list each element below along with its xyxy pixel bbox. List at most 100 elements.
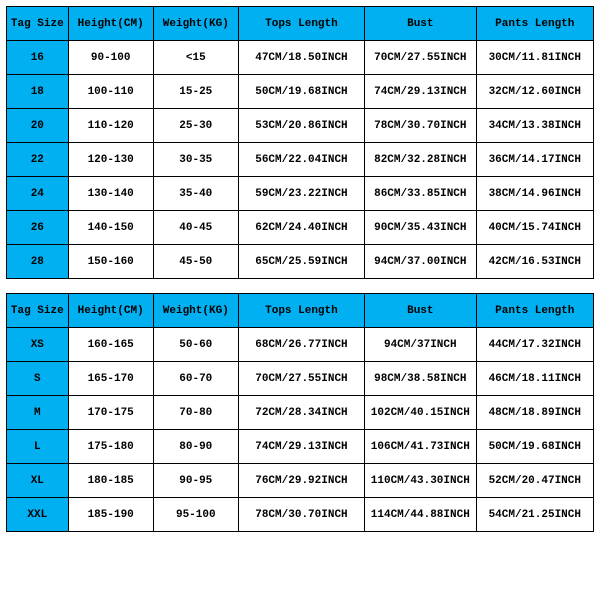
header-row: Tag Size Height(CM) Weight(KG) Tops Leng… [7,294,594,328]
table-cell: 56CM/22.04INCH [238,143,364,177]
table-cell: 40CM/15.74INCH [476,211,593,245]
table-cell: 59CM/23.22INCH [238,177,364,211]
table-cell: 74CM/29.13INCH [365,75,477,109]
size-chart-kids-body: 1690-100<1547CM/18.50INCH70CM/27.55INCH 3… [7,41,594,279]
table-cell: 74CM/29.13INCH [238,430,364,464]
table-cell: 94CM/37INCH [365,328,477,362]
table-cell: 48CM/18.89INCH [476,396,593,430]
col-header-tag-size: Tag Size [7,294,69,328]
header-row: Tag Size Height(CM) Weight(KG) Tops Leng… [7,7,594,41]
table-row: L175-18080-9074CM/29.13INCH106CM/41.73IN… [7,430,594,464]
table-cell: 140-150 [68,211,153,245]
tag-size-cell: 18 [7,75,69,109]
col-header-tops-length: Tops Length [238,294,364,328]
table-cell: 160-165 [68,328,153,362]
table-row: S165-17060-7070CM/27.55INCH98CM/38.58INC… [7,362,594,396]
table-cell: 90CM/35.43INCH [365,211,477,245]
table-cell: 165-170 [68,362,153,396]
table-cell: 36CM/14.17INCH [476,143,593,177]
table-cell: 30-35 [153,143,238,177]
table-cell: 70CM/27.55INCH [238,362,364,396]
tag-size-cell: M [7,396,69,430]
table-cell: 52CM/20.47INCH [476,464,593,498]
table-cell: 110CM/43.30INCH [365,464,477,498]
table-cell: 94CM/37.00INCH [365,245,477,279]
table-cell: 25-30 [153,109,238,143]
tag-size-cell: XS [7,328,69,362]
col-header-pants-length: Pants Length [476,7,593,41]
table-cell: 150-160 [68,245,153,279]
table-cell: <15 [153,41,238,75]
size-chart-kids: Tag Size Height(CM) Weight(KG) Tops Leng… [6,6,594,279]
table-cell: 53CM/20.86INCH [238,109,364,143]
table-row: 26140-15040-4562CM/24.40INCH90CM/35.43IN… [7,211,594,245]
table-row: XS160-16550-6068CM/26.77INCH94CM/37INCH4… [7,328,594,362]
tag-size-cell: 24 [7,177,69,211]
table-cell: 82CM/32.28INCH [365,143,477,177]
table-row: XL180-18590-9576CM/29.92INCH110CM/43.30I… [7,464,594,498]
table-cell: 54CM/21.25INCH [476,498,593,532]
table-cell: 40-45 [153,211,238,245]
table-cell: 175-180 [68,430,153,464]
table-cell: 50CM/19.68INCH [238,75,364,109]
table-cell: 76CM/29.92INCH [238,464,364,498]
table-cell: 86CM/33.85INCH [365,177,477,211]
table-cell: 110-120 [68,109,153,143]
table-cell: 185-190 [68,498,153,532]
table-cell: 78CM/30.70INCH [238,498,364,532]
table-row: 22120-13030-3556CM/22.04INCH82CM/32.28IN… [7,143,594,177]
tag-size-cell: XXL [7,498,69,532]
table-row: 24130-14035-4059CM/23.22INCH86CM/33.85IN… [7,177,594,211]
table-row: 20110-12025-3053CM/20.86INCH78CM/30.70IN… [7,109,594,143]
tag-size-cell: L [7,430,69,464]
table-cell: 44CM/17.32INCH [476,328,593,362]
table-cell: 46CM/18.11INCH [476,362,593,396]
col-header-pants-length: Pants Length [476,294,593,328]
table-cell: 90-95 [153,464,238,498]
table-cell: 68CM/26.77INCH [238,328,364,362]
table-cell: 95-100 [153,498,238,532]
size-chart-adult-body: XS160-16550-6068CM/26.77INCH94CM/37INCH4… [7,328,594,532]
table-cell: 106CM/41.73INCH [365,430,477,464]
table-row: 18100-11015-2550CM/19.68INCH74CM/29.13IN… [7,75,594,109]
table-cell: 170-175 [68,396,153,430]
table-cell: 70CM/27.55INCH [365,41,477,75]
table-cell: 45-50 [153,245,238,279]
table-cell: 114CM/44.88INCH [365,498,477,532]
table-gap [6,279,594,293]
tag-size-cell: XL [7,464,69,498]
tag-size-cell: S [7,362,69,396]
table-cell: 80-90 [153,430,238,464]
col-header-bust: Bust [365,7,477,41]
table-cell: 120-130 [68,143,153,177]
table-cell: 60-70 [153,362,238,396]
table-cell: 47CM/18.50INCH [238,41,364,75]
col-header-tops-length: Tops Length [238,7,364,41]
size-chart-adult: Tag Size Height(CM) Weight(KG) Tops Leng… [6,293,594,532]
table-cell: 62CM/24.40INCH [238,211,364,245]
table-cell: 98CM/38.58INCH [365,362,477,396]
table-cell: 102CM/40.15INCH [365,396,477,430]
tag-size-cell: 16 [7,41,69,75]
table-cell: 130-140 [68,177,153,211]
table-cell: 72CM/28.34INCH [238,396,364,430]
table-cell: 90-100 [68,41,153,75]
tag-size-cell: 28 [7,245,69,279]
table-cell: 50-60 [153,328,238,362]
table-cell: 65CM/25.59INCH [238,245,364,279]
tag-size-cell: 20 [7,109,69,143]
table-cell: 100-110 [68,75,153,109]
table-row: M170-17570-8072CM/28.34INCH102CM/40.15IN… [7,396,594,430]
table-cell: 38CM/14.96INCH [476,177,593,211]
table-cell: 50CM/19.68INCH [476,430,593,464]
col-header-weight: Weight(KG) [153,294,238,328]
table-cell: 180-185 [68,464,153,498]
table-row: 28150-16045-5065CM/25.59INCH94CM/37.00IN… [7,245,594,279]
table-cell: 70-80 [153,396,238,430]
tag-size-cell: 22 [7,143,69,177]
tag-size-cell: 26 [7,211,69,245]
table-row: XXL185-19095-10078CM/30.70INCH114CM/44.8… [7,498,594,532]
table-cell: 78CM/30.70INCH [365,109,477,143]
col-header-height: Height(CM) [68,7,153,41]
col-header-height: Height(CM) [68,294,153,328]
